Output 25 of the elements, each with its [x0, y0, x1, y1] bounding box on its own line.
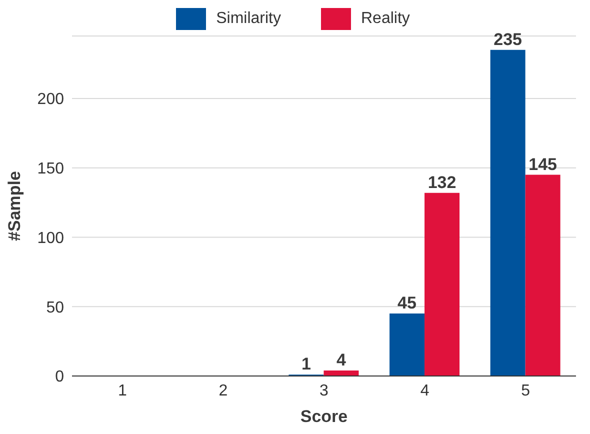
bar	[525, 174, 560, 376]
y-axis-title: #Sample	[5, 171, 24, 241]
y-tick-label: 50	[46, 299, 64, 316]
data-label: 132	[428, 172, 456, 192]
x-tick-label: 2	[218, 382, 228, 400]
x-axis-title: Score	[300, 407, 348, 426]
y-tick-label: 150	[37, 160, 64, 178]
x-tick-label: 4	[420, 382, 430, 400]
x-tick-label: 5	[521, 382, 530, 400]
data-label: 4	[336, 350, 346, 370]
bar	[390, 314, 425, 376]
legend-label: Reality	[360, 10, 410, 28]
y-tick-label: 100	[37, 230, 64, 247]
data-label: 45	[398, 294, 416, 313]
bar	[324, 370, 359, 376]
data-label: 235	[494, 30, 522, 49]
legend-label: Similarity	[216, 10, 281, 28]
data-label: 1	[301, 354, 311, 374]
data-label: 145	[528, 154, 558, 174]
x-tick-label: 3	[320, 382, 329, 400]
y-tick-label: 200	[37, 91, 64, 108]
y-tick-label: 0	[55, 368, 64, 386]
x-tick-label: 1	[118, 382, 127, 400]
bar	[490, 50, 526, 376]
bar	[424, 192, 460, 376]
